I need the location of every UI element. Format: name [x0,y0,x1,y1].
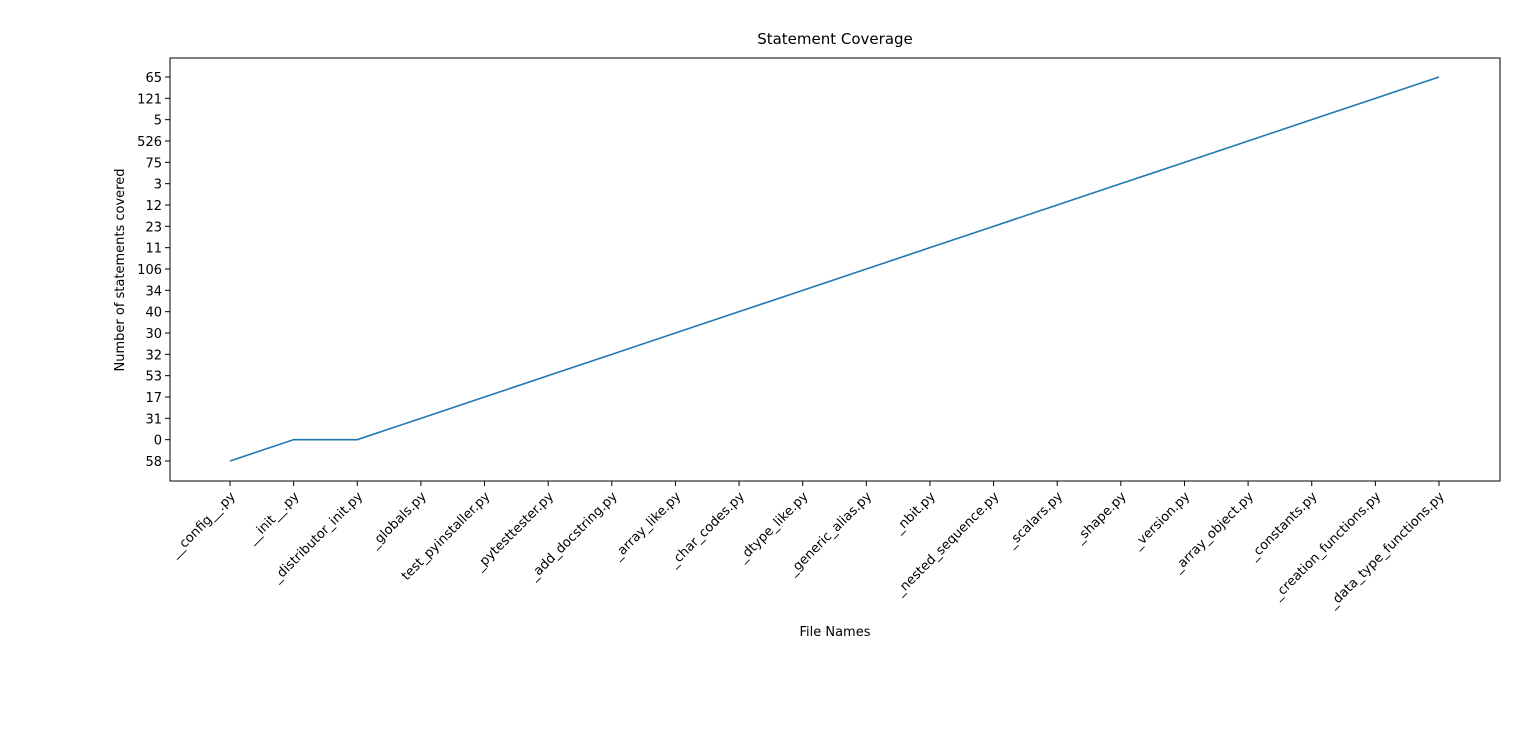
x-tick-label: _scalars.py [1004,489,1067,552]
y-tick-label: 526 [137,135,162,150]
y-tick-label: 12 [145,199,162,214]
y-tick-label: 17 [145,391,162,406]
y-tick-label: 3 [154,178,162,193]
y-tick-label: 121 [137,92,162,107]
x-tick-label: _nbit.py [891,489,939,537]
y-tick-label: 65 [145,71,162,86]
y-tick-label: 40 [145,306,162,321]
x-tick-label: _shape.py [1072,489,1130,547]
x-tick-label: _nested_sequence.py [892,489,1003,600]
y-tick-label: 23 [145,220,162,235]
x-tick-label: _creation_functions.py [1270,489,1385,604]
y-tick-label: 75 [145,156,162,171]
x-tick-label: __config__.py [167,489,239,561]
x-tick-label: __init__.py [244,489,303,548]
chart-title: Statement Coverage [757,30,913,48]
x-tick-label: _globals.py [367,489,430,552]
y-tick-label: 31 [145,412,162,427]
y-tick-label: 32 [145,348,162,363]
y-tick-label: 30 [145,327,162,342]
y-tick-label: 5 [154,114,162,129]
series-line [229,76,1440,462]
x-tick-label: _data_type_functions.py [1325,489,1448,612]
y-tick-label: 11 [145,242,162,257]
x-axis-label: File Names [799,625,870,640]
y-tick-label: 53 [145,370,162,385]
y-axis-label: Number of statements covered [113,169,128,372]
y-tick-label: 106 [137,263,162,278]
y-tick-label: 34 [145,284,162,299]
y-tick-label: 58 [145,455,162,470]
x-tick-label: _version.py [1130,489,1194,553]
y-tick-label: 0 [154,434,162,449]
plot-frame [169,57,1501,482]
